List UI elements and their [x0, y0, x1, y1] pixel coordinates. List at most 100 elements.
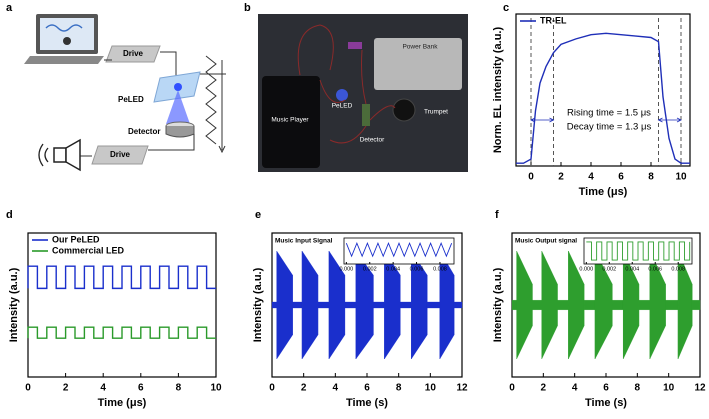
- detector-body: [165, 126, 195, 138]
- x-tick-label: 6: [603, 383, 609, 394]
- peled-label: PeLED: [118, 95, 144, 104]
- signal-envelope: [373, 301, 385, 309]
- y-axis-label: Intensity (a.u.): [8, 267, 20, 342]
- panel-label: c: [503, 2, 509, 14]
- x-tick-label: 0.008: [671, 266, 685, 272]
- dongle: [348, 42, 362, 49]
- signal-envelope: [583, 300, 596, 310]
- peled-glow: [336, 89, 348, 101]
- x-tick-label: 6: [138, 383, 144, 394]
- x-axis-label: Time (s): [585, 397, 627, 409]
- laptop-base: [24, 56, 104, 64]
- x-tick-label: 6: [364, 383, 370, 394]
- y-axis-label: Intensity (a.u.): [492, 267, 504, 342]
- x-tick-label: 0: [269, 383, 275, 394]
- x-tick-label: 0.006: [648, 266, 662, 272]
- signal-envelope: [638, 300, 651, 310]
- annotation-arrow: [530, 117, 555, 123]
- x-axis-label: Time (μs): [98, 397, 147, 409]
- x-tick-label: 12: [456, 383, 468, 394]
- x-tick-label: 0: [528, 172, 534, 183]
- signal-envelope: [317, 301, 330, 309]
- legend-label: TR-EL: [540, 15, 567, 25]
- drive-box: [91, 145, 149, 165]
- signal-envelope: [511, 300, 517, 310]
- signal-envelope: [453, 301, 463, 309]
- x-tick-label: 8: [396, 383, 402, 394]
- x-tick-label: 2: [541, 383, 547, 394]
- legend-label: Commercial LED: [52, 245, 125, 255]
- x-tick-label: 0.004: [625, 266, 639, 272]
- x-tick-label: 10: [425, 383, 437, 394]
- x-tick-label: 4: [100, 383, 106, 394]
- panel-label: e: [255, 209, 261, 221]
- signal-envelope: [292, 301, 303, 309]
- light-cone: [166, 90, 190, 124]
- y-axis-label: Norm. EL intensity (a.u.): [492, 27, 504, 154]
- x-tick-label: 0.008: [433, 266, 447, 272]
- plot-frame: [27, 232, 217, 378]
- peled-photo-label: PeLED: [332, 103, 353, 110]
- detector-photo-label: Detector: [360, 137, 385, 144]
- x-tick-label: 0.004: [386, 266, 400, 272]
- x-tick-label: 10: [663, 383, 675, 394]
- x-tick-label: 0: [509, 383, 515, 394]
- speaker-cone: [65, 138, 81, 172]
- x-tick-label: 4: [572, 383, 578, 394]
- x-tick-label: 0.000: [579, 266, 593, 272]
- annotation: Decay time = 1.3 μs: [567, 122, 652, 133]
- peled-light: [174, 83, 182, 91]
- screen-wave: [45, 24, 83, 32]
- signal-envelope: [532, 300, 542, 310]
- signal-envelope: [665, 300, 679, 310]
- play-button: [63, 37, 71, 45]
- x-axis-label: Time (μs): [579, 186, 628, 198]
- signal-envelope: [271, 301, 277, 309]
- schematic: a Drive PeLED Detector Drive: [6, 2, 226, 172]
- panel-label: d: [6, 209, 13, 221]
- panel-label: b: [244, 2, 251, 14]
- wire: [80, 149, 170, 157]
- inset-title: Music Input Signal: [275, 238, 333, 245]
- drive-label: Drive: [110, 150, 131, 159]
- sound-waves: [38, 143, 49, 167]
- x-tick-label: 0.002: [602, 266, 616, 272]
- panel-label: f: [495, 209, 499, 221]
- wire: [170, 73, 226, 151]
- data-line: [586, 241, 691, 261]
- y-axis-label: Intensity (a.u.): [252, 267, 264, 342]
- wave-path: [205, 55, 217, 145]
- signal-envelope: [692, 300, 701, 310]
- panel-label: a: [6, 2, 13, 14]
- x-tick-label: 10: [675, 172, 687, 183]
- wave-arrow: [218, 60, 226, 154]
- trumpet: [392, 98, 416, 122]
- x-tick-label: 8: [176, 383, 182, 394]
- x-tick-label: 12: [694, 383, 706, 394]
- x-tick-label: 2: [558, 172, 564, 183]
- speaker-body: [53, 147, 67, 163]
- music-player-label: Music Player: [271, 117, 309, 124]
- wire: [104, 51, 177, 80]
- wires: [297, 24, 396, 144]
- annotation-arrow: [657, 117, 682, 123]
- drive-box: [105, 45, 161, 63]
- trumpet-label: Trumpet: [424, 109, 448, 116]
- drive-label: Drive: [123, 49, 144, 58]
- signal-envelope: [427, 301, 440, 309]
- photo: b Power Bank Music Player PeLED Detector…: [244, 2, 468, 172]
- data-line: [27, 326, 216, 339]
- signal-envelope: [400, 301, 412, 309]
- music-player: [262, 76, 320, 168]
- inset-title: Music Output signal: [515, 238, 577, 245]
- x-tick-label: 8: [635, 383, 641, 394]
- x-tick-label: 4: [588, 172, 594, 183]
- data-line: [27, 265, 216, 290]
- detector-label: Detector: [128, 127, 160, 136]
- data-line: [345, 242, 453, 258]
- x-tick-label: 0.002: [363, 266, 377, 272]
- annotation: Rising time = 1.5 μs: [567, 108, 651, 119]
- legend-label: Our PeLED: [52, 234, 100, 244]
- x-tick-label: 0.000: [339, 266, 353, 272]
